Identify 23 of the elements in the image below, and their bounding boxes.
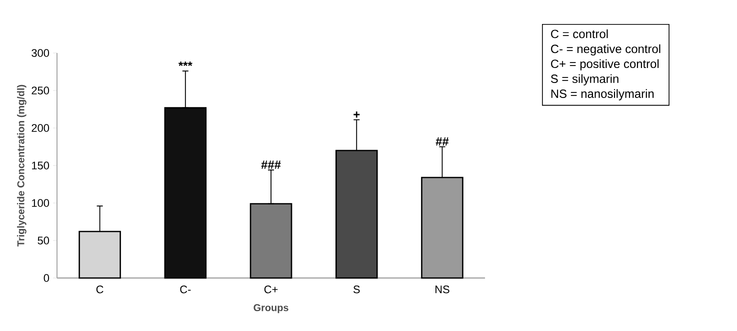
text: C+ = positive control bbox=[551, 59, 659, 70]
x-tick-label: C+ bbox=[264, 286, 278, 294]
x-tick-label: NS bbox=[436, 286, 450, 294]
text: C = control bbox=[551, 29, 608, 38]
y-tick-label: 100 bbox=[32, 199, 50, 207]
annotation: ## bbox=[436, 137, 449, 146]
annotation: *** bbox=[178, 62, 192, 66]
y-tick-label: 200 bbox=[32, 124, 50, 132]
annotation: + bbox=[354, 112, 360, 118]
x-tick-label: C bbox=[96, 286, 104, 294]
y-tick-label: 250 bbox=[32, 86, 50, 94]
y-tick-label: 0 bbox=[44, 274, 50, 282]
text: S = silymarin bbox=[550, 74, 618, 86]
text: NS = nanosilymarin bbox=[551, 89, 654, 100]
y-tick-label: 50 bbox=[38, 236, 50, 244]
x-tick-label: C- bbox=[180, 286, 191, 294]
y-tick-label: 150 bbox=[32, 162, 50, 170]
text: C- = negative control bbox=[551, 44, 660, 56]
y-axis-title: Triglyceride Concentration (mg/dl) bbox=[17, 84, 26, 246]
x-tick-label: S bbox=[353, 286, 360, 294]
y-tick-label: 300 bbox=[32, 49, 50, 57]
annotation: ### bbox=[261, 160, 281, 169]
x-axis-title: Groups bbox=[254, 304, 288, 314]
